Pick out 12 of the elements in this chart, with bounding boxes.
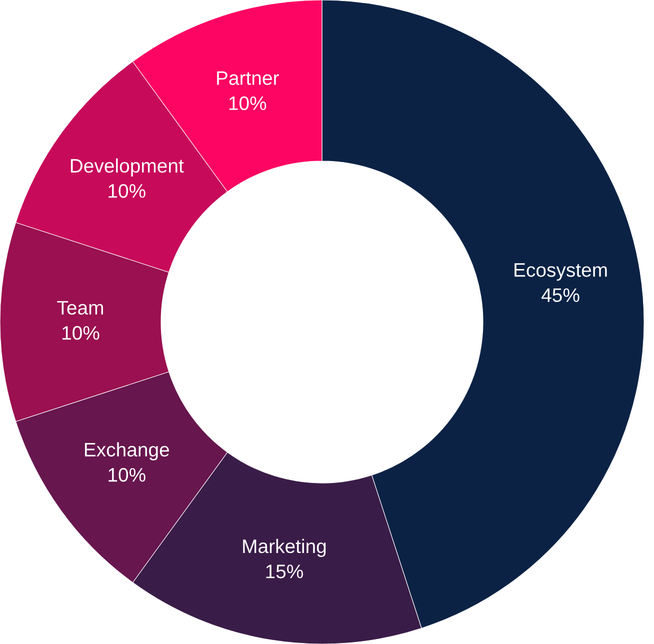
data-label: 15%	[266, 564, 303, 578]
slice-label: Partner	[217, 71, 279, 85]
slice-label: Marketing	[243, 538, 326, 558]
data-label: 10%	[108, 468, 146, 482]
slice-label: Development	[70, 158, 184, 177]
data-label: 10%	[229, 96, 266, 110]
data-label: 10%	[108, 184, 146, 198]
slice-label: Team	[57, 301, 103, 315]
slice-label: Exchange	[84, 442, 170, 460]
data-label: 45%	[542, 288, 580, 302]
data-label: 10%	[62, 326, 100, 340]
slice-label: Ecosystem	[514, 263, 607, 281]
